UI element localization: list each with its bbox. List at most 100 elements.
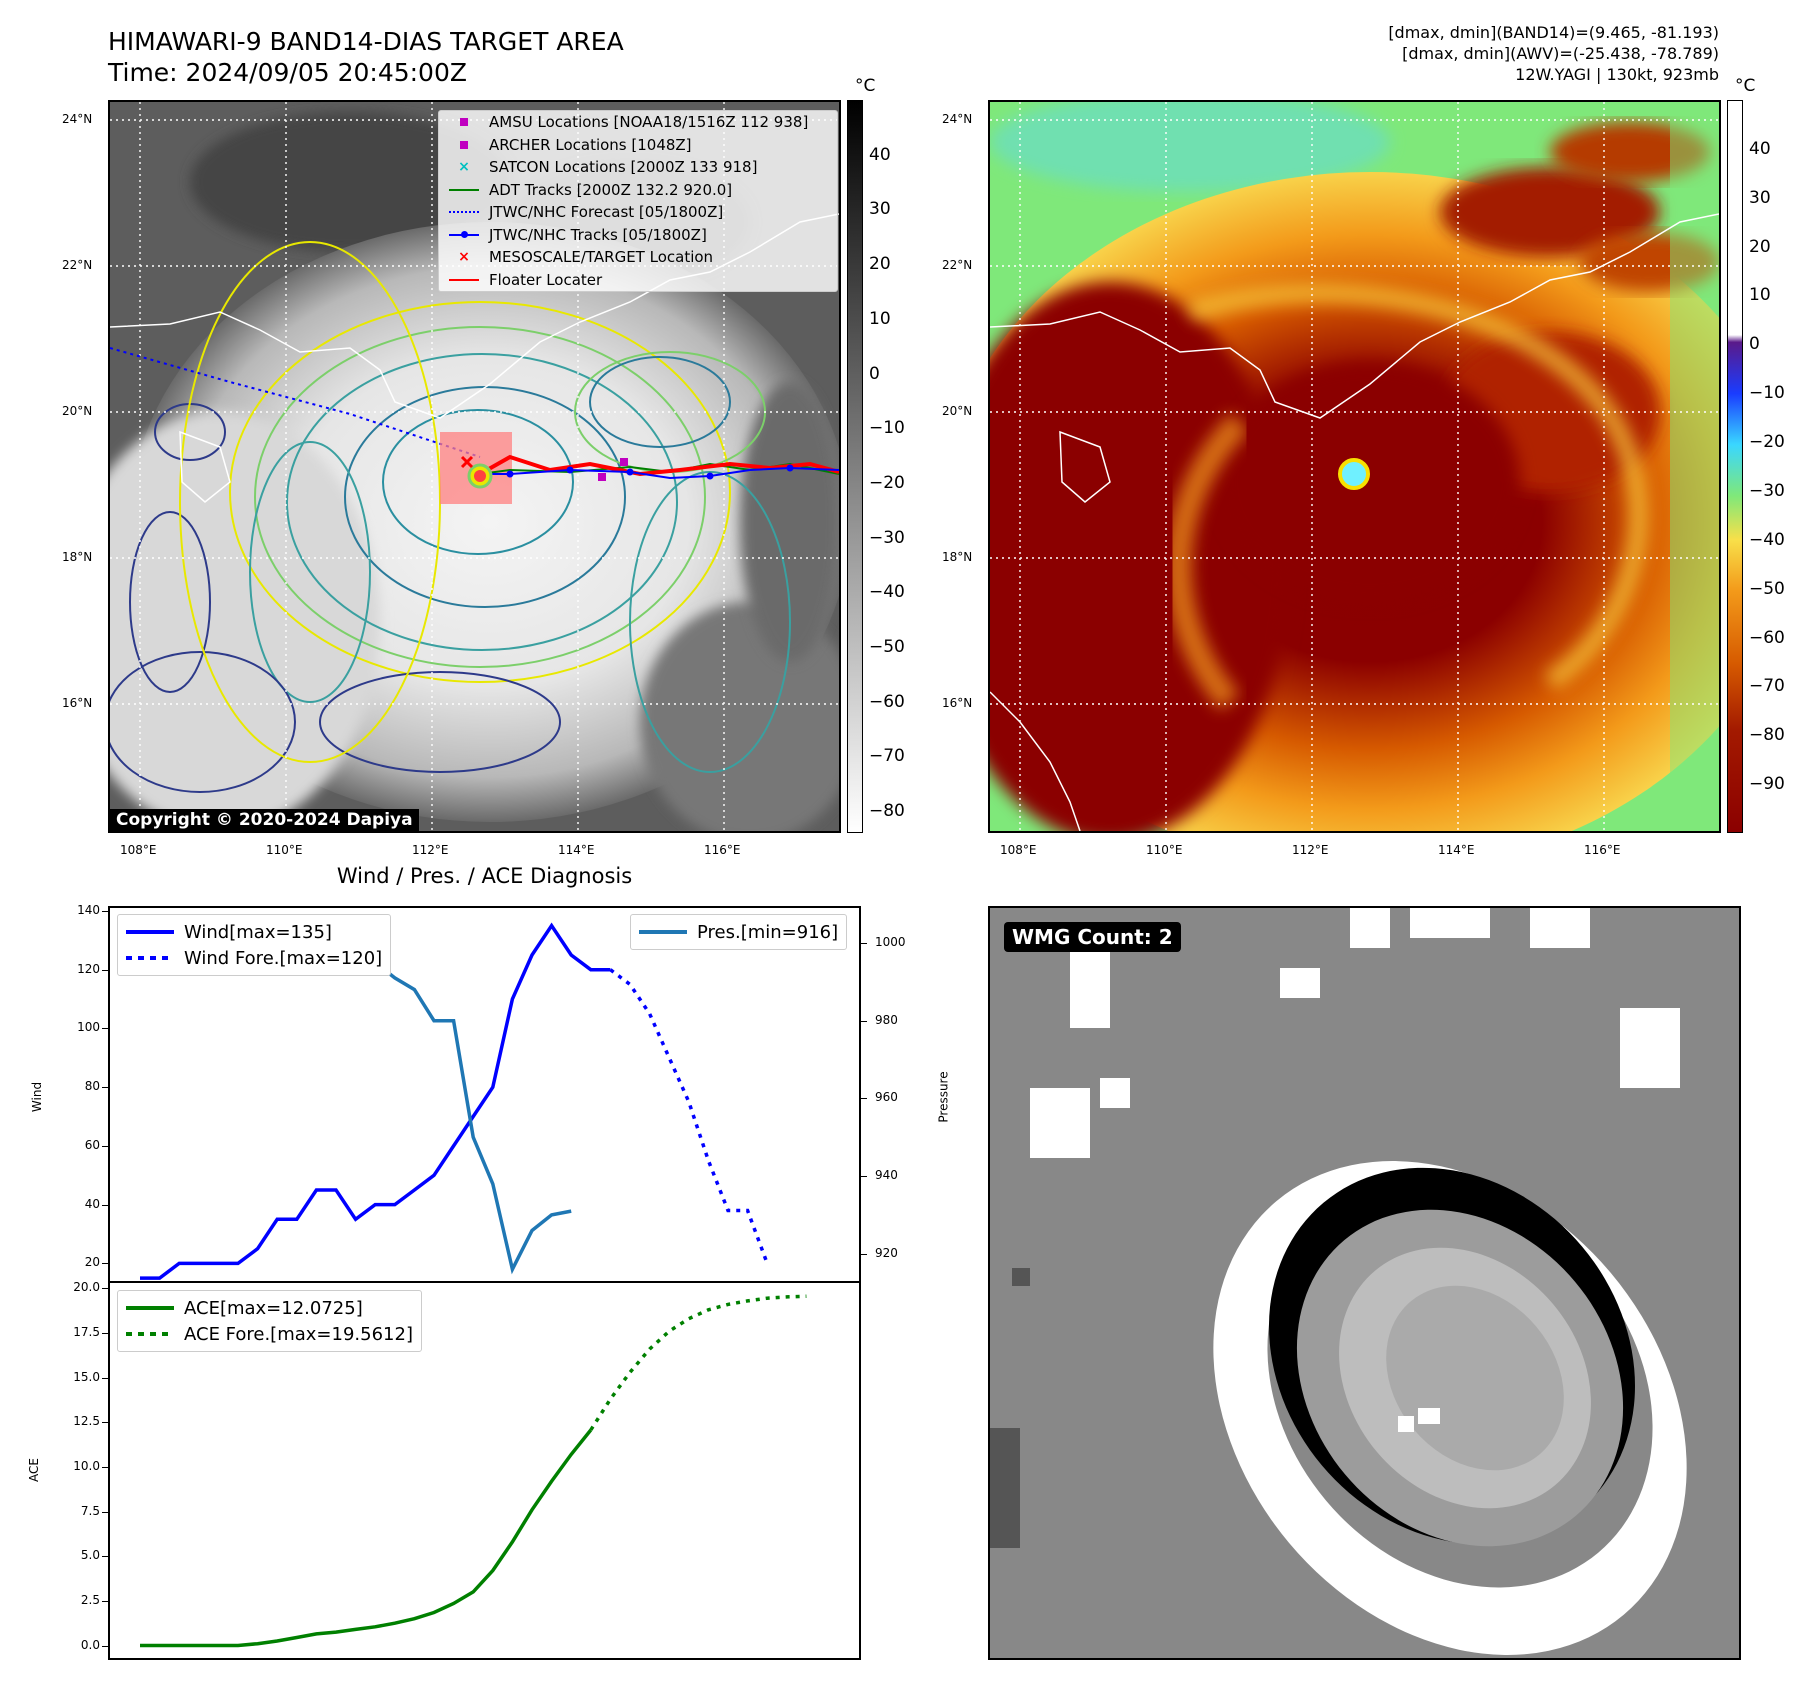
y-tick-mark bbox=[102, 1288, 108, 1290]
gray-colorbar-tick: −50 bbox=[869, 637, 905, 657]
legend-symbol-line bbox=[447, 278, 481, 281]
color-colorbar-tick: −60 bbox=[1749, 627, 1785, 648]
color-colorbar-tick: −30 bbox=[1749, 480, 1785, 501]
y-right-tick-mark bbox=[861, 1020, 867, 1022]
y-right-tick-label: 980 bbox=[875, 1012, 898, 1027]
color-map-lon-label: 116°E bbox=[1584, 843, 1621, 857]
y-tick-label: 20 bbox=[84, 1255, 100, 1270]
legend-symbol-x: × bbox=[458, 249, 470, 266]
color-colorbar bbox=[1727, 100, 1743, 833]
y-tick-mark bbox=[102, 1511, 108, 1513]
wind-axis-label: Wind bbox=[30, 1081, 45, 1113]
storm-eye bbox=[1338, 458, 1370, 490]
gray-colorbar-tick: 0 bbox=[869, 363, 880, 384]
color-colorbar-tick: −80 bbox=[1749, 725, 1785, 746]
color-map-lat-label: 18°N bbox=[942, 550, 973, 564]
legend-symbol-square bbox=[447, 140, 481, 149]
chart-title: Wind / Pres. / ACE Diagnosis bbox=[336, 864, 633, 888]
map-legend-label: ARCHER Locations [1048Z] bbox=[489, 135, 692, 154]
color-map-lon-label: 108°E bbox=[1000, 843, 1037, 857]
wind-legend: Wind[max=135] Wind Fore.[max=120] bbox=[117, 914, 392, 976]
ace-axis-label: ACE bbox=[26, 1458, 41, 1482]
series-line-0 bbox=[140, 922, 611, 1280]
map-legend-label: ADT Tracks [2000Z 132.2 920.0] bbox=[489, 180, 733, 199]
wind-legend-label: Wind[max=135] bbox=[184, 921, 332, 943]
color-map-lat-label: 22°N bbox=[942, 258, 973, 272]
legend-symbol-dotted bbox=[447, 211, 481, 214]
gray-colorbar-tick: 20 bbox=[869, 254, 891, 275]
map-legend-label: SATCON Locations [2000Z 133 918] bbox=[489, 158, 758, 177]
map-legend-label: Floater Locater bbox=[489, 270, 603, 289]
ace-chart bbox=[108, 1281, 861, 1660]
gray-map-lon-label: 114°E bbox=[558, 843, 595, 857]
y-tick-label: 5.0 bbox=[80, 1548, 100, 1563]
y-right-tick-label: 1000 bbox=[875, 934, 906, 949]
pressure-legend-swatch bbox=[639, 930, 687, 934]
y-tick-mark bbox=[102, 1556, 108, 1558]
ace-legend-label: ACE[max=12.0725] bbox=[184, 1297, 363, 1319]
series-line-0 bbox=[140, 1428, 593, 1648]
color-map-lon-label: 114°E bbox=[1438, 843, 1475, 857]
gray-map-lat-label: 22°N bbox=[62, 258, 93, 272]
gray-colorbar-tick: −70 bbox=[869, 746, 905, 767]
y-tick-mark bbox=[102, 1028, 108, 1030]
color-colorbar-tick: −90 bbox=[1749, 774, 1785, 795]
map-legend-label: AMSU Locations [NOAA18/1516Z 112 938] bbox=[489, 113, 809, 132]
figure-title-line1: HIMAWARI-9 BAND14-DIAS TARGET AREA bbox=[108, 27, 624, 56]
map-legend-label: JTWC/NHC Forecast [05/1800Z] bbox=[489, 203, 724, 222]
color-colorbar-tick: −40 bbox=[1749, 529, 1785, 550]
legend-symbol-x: × bbox=[458, 159, 470, 176]
forecast-track bbox=[110, 347, 481, 458]
legend-symbol-square bbox=[447, 118, 481, 127]
y-tick-mark bbox=[102, 1422, 108, 1424]
ace-fore-legend-label: ACE Fore.[max=19.5612] bbox=[184, 1323, 413, 1345]
y-tick-label: 80 bbox=[84, 1079, 100, 1094]
series-line-1 bbox=[589, 1294, 807, 1431]
y-right-tick-label: 920 bbox=[875, 1245, 898, 1260]
map-legend-item: JTWC/NHC Forecast [05/1800Z] bbox=[439, 201, 837, 224]
gray-colorbar bbox=[847, 100, 863, 833]
wind-legend-swatch bbox=[126, 930, 174, 934]
y-tick-mark bbox=[102, 1377, 108, 1379]
ir-gray-map-panel: Copyright © 2020-2024 Dapiya AMSU Locati… bbox=[108, 100, 841, 833]
target-x-marker bbox=[460, 455, 474, 469]
gray-map-lon-label: 116°E bbox=[704, 843, 741, 857]
gray-colorbar-tick: −10 bbox=[869, 418, 905, 439]
archer-marker bbox=[620, 458, 628, 466]
y-tick-mark bbox=[102, 1263, 108, 1265]
y-right-tick-mark bbox=[861, 1098, 867, 1100]
y-right-tick-mark bbox=[861, 1176, 867, 1178]
gray-colorbar-tick: −40 bbox=[869, 582, 905, 603]
legend-symbol-line-dot bbox=[447, 230, 481, 238]
y-tick-label: 60 bbox=[84, 1137, 100, 1152]
y-right-tick-label: 960 bbox=[875, 1090, 898, 1105]
color-colorbar-tick: −50 bbox=[1749, 578, 1785, 599]
y-tick-label: 7.5 bbox=[80, 1503, 100, 1518]
gray-colorbar-tick: 30 bbox=[869, 199, 891, 220]
y-tick-label: 17.5 bbox=[73, 1325, 100, 1339]
y-right-tick-mark bbox=[861, 942, 867, 944]
map-legend-item: ADT Tracks [2000Z 132.2 920.0] bbox=[439, 179, 837, 202]
y-tick-label: 2.5 bbox=[80, 1592, 100, 1607]
map-legend-label: MESOSCALE/TARGET Location bbox=[489, 248, 714, 267]
map-legend-item: JTWC/NHC Tracks [05/1800Z] bbox=[439, 224, 837, 247]
y-tick-label: 120 bbox=[77, 961, 100, 976]
gray-map-lon-label: 108°E bbox=[120, 843, 157, 857]
color-map-lon-label: 112°E bbox=[1292, 843, 1329, 857]
gray-colorbar-tick: 40 bbox=[869, 144, 891, 165]
y-right-tick-mark bbox=[861, 1253, 867, 1255]
gray-map-lat-label: 18°N bbox=[62, 550, 93, 564]
color-map-lat-label: 20°N bbox=[942, 404, 973, 418]
ace-legend: ACE[max=12.0725] ACE Fore.[max=19.5612] bbox=[117, 1290, 422, 1352]
wmg-panel: WMG Count: 2 bbox=[988, 906, 1741, 1660]
y-tick-label: 40 bbox=[84, 1196, 100, 1211]
legend-symbol-line bbox=[447, 188, 481, 191]
map-legend-label: JTWC/NHC Tracks [05/1800Z] bbox=[489, 225, 707, 244]
jtwc-track bbox=[480, 466, 839, 480]
amsu-marker bbox=[598, 473, 606, 481]
y-right-tick-label: 940 bbox=[875, 1168, 898, 1183]
y-tick-label: 140 bbox=[77, 902, 100, 917]
map-legend-item: × SATCON Locations [2000Z 133 918] bbox=[439, 156, 837, 179]
color-colorbar-tick: −70 bbox=[1749, 676, 1785, 697]
pressure-legend-label: Pres.[min=916] bbox=[697, 921, 839, 943]
